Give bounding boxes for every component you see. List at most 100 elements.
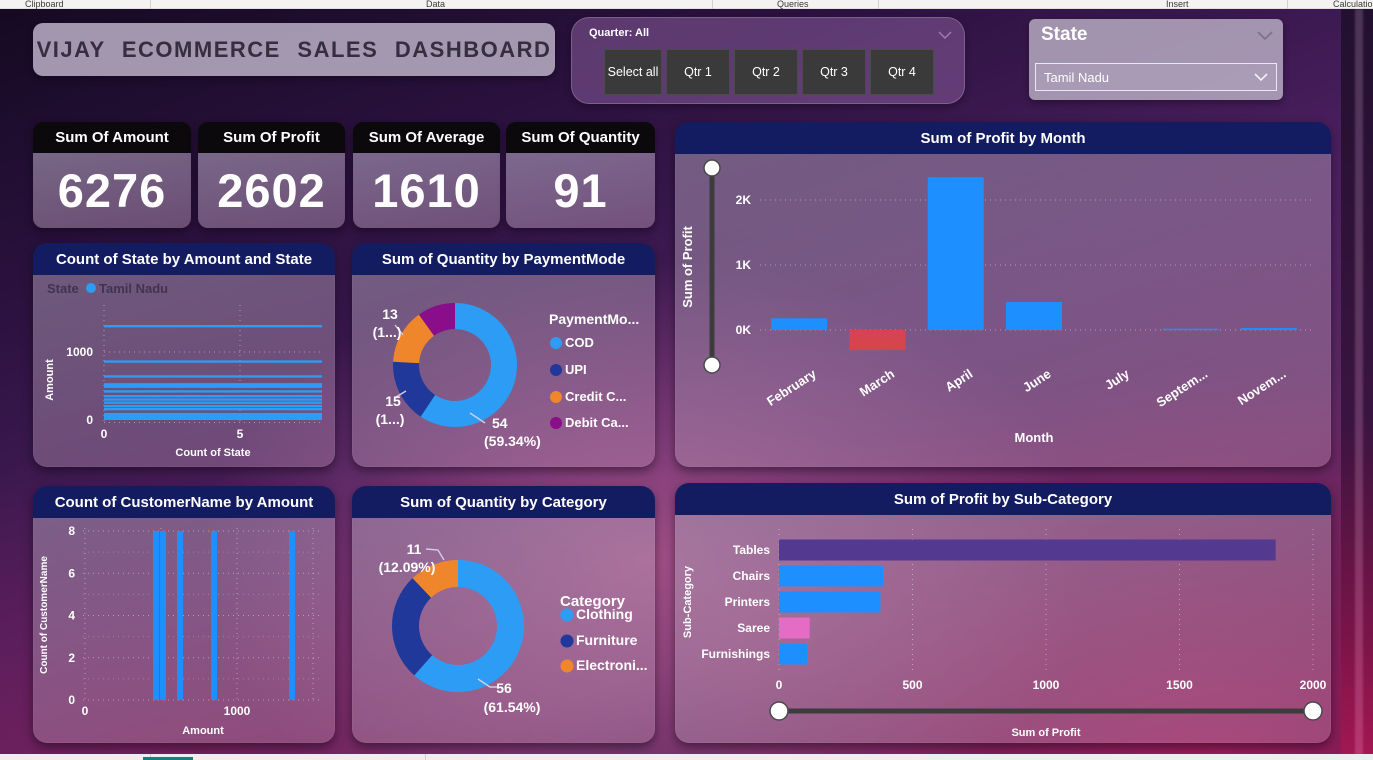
y-range-slider-handle[interactable] [703, 159, 721, 177]
amount-bar-band[interactable] [104, 412, 322, 420]
bar-novem-[interactable] [1240, 328, 1297, 330]
bar-tables[interactable] [779, 539, 1276, 561]
quarter-button-qtr4[interactable]: Qtr 4 [870, 49, 934, 95]
kpi-value: 1610 [353, 153, 500, 228]
legend-dot[interactable] [560, 634, 574, 648]
legend-dot[interactable] [560, 608, 574, 622]
bar-february[interactable] [771, 318, 828, 330]
profit-by-subcategory-chart[interactable]: Sub-Category 0 500 1000 1500 2000 Tables Chairs… [675, 515, 1331, 743]
y-axis-tick: 6 [68, 566, 75, 580]
ribbon-tab-insert[interactable]: Insert [1166, 0, 1189, 9]
legend-dot[interactable] [550, 391, 562, 403]
y-axis-title: Sum of Profit [680, 226, 695, 308]
data-label: 13 [382, 306, 398, 322]
x-axis-tick: 1000 [1033, 678, 1060, 692]
panel-title: Count of State by Amount and State [33, 243, 335, 275]
state-slicer-title: State [1041, 24, 1088, 45]
state-slicer: State Tamil Nadu [1029, 19, 1283, 100]
donut-slice-clothing[interactable] [414, 560, 524, 692]
panel-count-of-customername: Count of CustomerName by Amount Count of… [33, 486, 335, 743]
x-range-slider-handle[interactable] [769, 701, 789, 721]
quarter-button-select-all[interactable]: Select all [604, 49, 662, 95]
x-axis-tick: 2000 [1300, 678, 1327, 692]
bar-saree[interactable] [779, 617, 810, 639]
legend-dot[interactable] [550, 364, 562, 376]
bar-amount-513[interactable] [159, 531, 166, 700]
ribbon-tab-clipboard[interactable]: Clipboard [25, 0, 64, 9]
donut-slice-upi[interactable] [393, 361, 436, 417]
chevron-down-icon[interactable] [938, 26, 952, 44]
quarter-button-qtr2[interactable]: Qtr 2 [734, 49, 798, 95]
kpi-value: 6276 [33, 153, 191, 228]
donut-slice-furniture[interactable] [392, 578, 433, 676]
legend-item-label: Clothing [576, 606, 633, 622]
legend-item-label: Credit C... [565, 389, 626, 404]
ribbon-tab-queries[interactable]: Queries [777, 0, 809, 9]
state-amount-chart[interactable]: State Tamil Nadu Amount 1000 00 5 Count of Sta… [33, 275, 335, 467]
state-dropdown[interactable]: Tamil Nadu [1035, 63, 1277, 91]
donut-slice-credit-c-[interactable] [393, 314, 435, 364]
collapse-chevron-icon[interactable] [1257, 27, 1273, 45]
x-axis-title: Amount [182, 725, 224, 737]
profit-by-month-chart[interactable]: Sum of Profit 2K 1K 0K February March April Jun… [675, 154, 1331, 467]
kpi-card-average: Sum Of Average 1610 [353, 122, 500, 228]
y-axis-tick: 2K [736, 193, 752, 207]
panel-profit-by-month: Sum of Profit by Month Sum of Profit 2K 1K… [675, 122, 1331, 467]
data-label: 11 [407, 541, 422, 557]
donut-slice-electroni-[interactable] [412, 560, 458, 598]
legend-dot[interactable] [560, 659, 574, 673]
quarter-slicer: Quarter: All Select all Qtr 1 Qtr 2 Qtr … [571, 17, 965, 104]
bar-printers[interactable] [779, 591, 881, 613]
ribbon-tab-calculations[interactable]: Calculatio [1333, 0, 1373, 9]
y-axis-title: Sub-Category [682, 565, 694, 638]
donut-slice-debit-ca-[interactable] [418, 303, 455, 336]
x-range-slider-handle[interactable] [1303, 701, 1323, 721]
x-axis-title: Sum of Profit [1011, 727, 1080, 739]
kpi-value: 91 [506, 153, 655, 228]
payment-mode-donut-chart[interactable]: 54 (59.34%) 15 (1...) 13 (1...) PaymentMo... CO… [352, 275, 655, 467]
ribbon-divider [150, 0, 151, 9]
bar-septem-[interactable] [1162, 328, 1219, 331]
bar-chairs[interactable] [779, 565, 884, 587]
x-axis-title: Month [1015, 430, 1054, 445]
quarter-button-qtr3[interactable]: Qtr 3 [802, 49, 866, 95]
bar-june[interactable] [1006, 302, 1062, 330]
legend-dot[interactable] [550, 337, 562, 349]
legend-dot[interactable] [86, 283, 96, 293]
panel-count-of-state: Count of State by Amount and State State… [33, 243, 335, 467]
legend-dot[interactable] [550, 417, 562, 429]
y-axis-tick: 0 [86, 413, 93, 427]
active-page-tab-indicator[interactable] [143, 757, 193, 760]
data-label: 54 [492, 415, 508, 431]
bar-amount-625[interactable] [177, 531, 183, 700]
donut-slice-cod[interactable] [420, 303, 517, 427]
legend-item-label: COD [565, 335, 594, 350]
bar-amount-467[interactable] [152, 531, 159, 700]
y-axis-title: Amount [44, 359, 56, 401]
kpi-label: Sum Of Quantity [506, 122, 655, 153]
kpi-label: Sum Of Profit [198, 122, 345, 153]
legend-item-label: Tamil Nadu [99, 281, 168, 296]
bar-march[interactable] [849, 330, 906, 351]
y-axis-title: Count of CustomerName [39, 556, 50, 674]
quarter-button-qtr1[interactable]: Qtr 1 [666, 49, 730, 95]
data-label: (59.34%) [484, 433, 541, 449]
ribbon-tab-data[interactable]: Data [426, 0, 446, 9]
bar-amount-849[interactable] [211, 531, 218, 700]
bar-april[interactable] [927, 177, 984, 330]
legend-item-label: Furniture [576, 632, 638, 648]
callout-leader-line [477, 678, 497, 688]
ribbon-divider [712, 0, 713, 9]
bar-furnishings[interactable] [779, 643, 808, 665]
y-range-slider-handle[interactable] [703, 356, 721, 374]
canvas-right-edge [1341, 9, 1373, 755]
x-axis-tick: February [764, 366, 819, 409]
kpi-label: Sum Of Average [353, 122, 500, 153]
x-axis-tick: March [857, 366, 897, 399]
x-axis-tick: 0 [101, 427, 108, 441]
bar-amount-1362[interactable] [289, 531, 296, 700]
callout-leader-line [425, 548, 445, 561]
